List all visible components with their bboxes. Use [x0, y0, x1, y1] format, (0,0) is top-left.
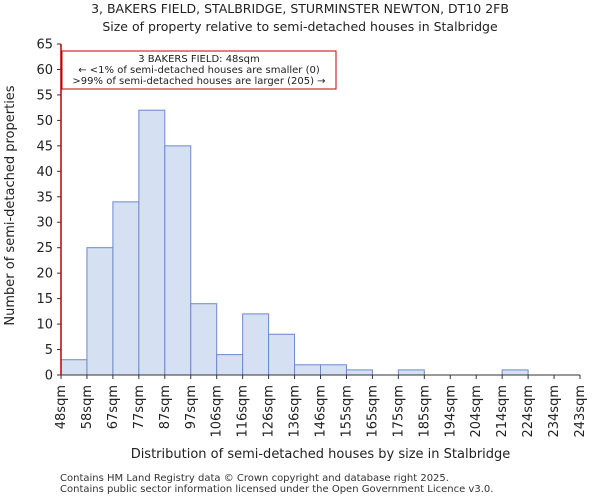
x-tick-label: 116sqm	[236, 385, 251, 438]
x-tick-label: 48sqm	[54, 385, 69, 429]
histogram-bar-136sqm	[294, 364, 321, 376]
histogram-bar-146sqm	[320, 364, 347, 376]
footer-licence: Contains public sector information licen…	[60, 484, 494, 495]
histogram-bar-77sqm	[138, 109, 166, 376]
x-tick-label: 194sqm	[443, 385, 458, 438]
chart-subtitle: Size of property relative to semi-detach…	[102, 19, 498, 34]
x-tick-label: 204sqm	[469, 385, 484, 438]
footer-copyright: Contains HM Land Registry data © Crown c…	[60, 473, 449, 484]
histogram-bar-175sqm	[397, 369, 425, 376]
histogram-bar-106sqm	[216, 354, 244, 376]
x-tick-label: 234sqm	[547, 385, 562, 438]
histogram-bar-116sqm	[242, 313, 270, 376]
x-tick-label: 165sqm	[365, 385, 380, 438]
y-axis-label: Number of semi-detached properties	[3, 85, 18, 325]
annotation-line-2: ← <1% of semi-detached houses are smalle…	[78, 65, 320, 76]
y-tick-label: 15	[36, 292, 53, 307]
y-tick-label: 60	[36, 63, 53, 78]
histogram-bar-58sqm	[86, 247, 114, 376]
y-tick-label: 5	[45, 343, 53, 358]
histogram-bar-87sqm	[164, 145, 192, 376]
y-tick-label: 50	[36, 114, 53, 129]
annotation-box	[61, 50, 337, 90]
x-tick-label: 155sqm	[339, 385, 354, 438]
y-tick-label: 10	[36, 318, 53, 333]
x-tick-label: 146sqm	[314, 385, 329, 438]
chart-title: 3, BAKERS FIELD, STALBRIDGE, STURMINSTER…	[91, 1, 509, 16]
y-tick-label: 35	[36, 190, 53, 205]
x-tick-label: 58sqm	[80, 385, 95, 429]
annotation-line-3: >99% of semi-detached houses are larger …	[72, 76, 325, 87]
y-tick-label: 20	[36, 267, 53, 282]
y-tick-label: 0	[45, 369, 53, 384]
histogram-bar-67sqm	[112, 201, 140, 376]
annotation-line-1: 3 BAKERS FIELD: 48sqm	[138, 54, 259, 65]
x-tick-label: 136sqm	[288, 385, 303, 438]
x-tick-label: 77sqm	[132, 385, 147, 429]
histogram-bar-126sqm	[268, 333, 296, 376]
x-axis-label: Distribution of semi-detached houses by …	[131, 447, 511, 462]
y-tick-label: 30	[36, 216, 53, 231]
x-tick-label: 185sqm	[417, 385, 432, 438]
x-tick-label: 175sqm	[391, 385, 406, 438]
x-tick-label: 126sqm	[262, 385, 277, 438]
x-tick-label: 97sqm	[184, 385, 199, 429]
x-tick-label: 214sqm	[495, 385, 510, 438]
histogram-bar-214sqm	[501, 369, 529, 376]
y-tick-label: 25	[36, 241, 53, 256]
y-tick-label: 40	[36, 165, 53, 180]
x-tick-label: 224sqm	[521, 385, 536, 438]
x-tick-label: 87sqm	[158, 385, 173, 429]
y-tick-label: 65	[36, 38, 53, 53]
histogram-bar-97sqm	[190, 303, 218, 376]
x-tick-label: 67sqm	[106, 385, 121, 429]
histogram-chart: 0 5 10 15 20 25 30 35 40 45 50 55 60 65 48sqm 58sqm 67sq…	[3, 38, 588, 463]
y-tick-label: 45	[36, 139, 53, 154]
histogram-bar-48sqm	[60, 359, 88, 376]
y-tick-label: 55	[36, 88, 53, 103]
x-tick-label: 106sqm	[210, 385, 225, 438]
x-tick-label: 243sqm	[573, 385, 588, 438]
histogram-bar-155sqm	[345, 369, 373, 376]
